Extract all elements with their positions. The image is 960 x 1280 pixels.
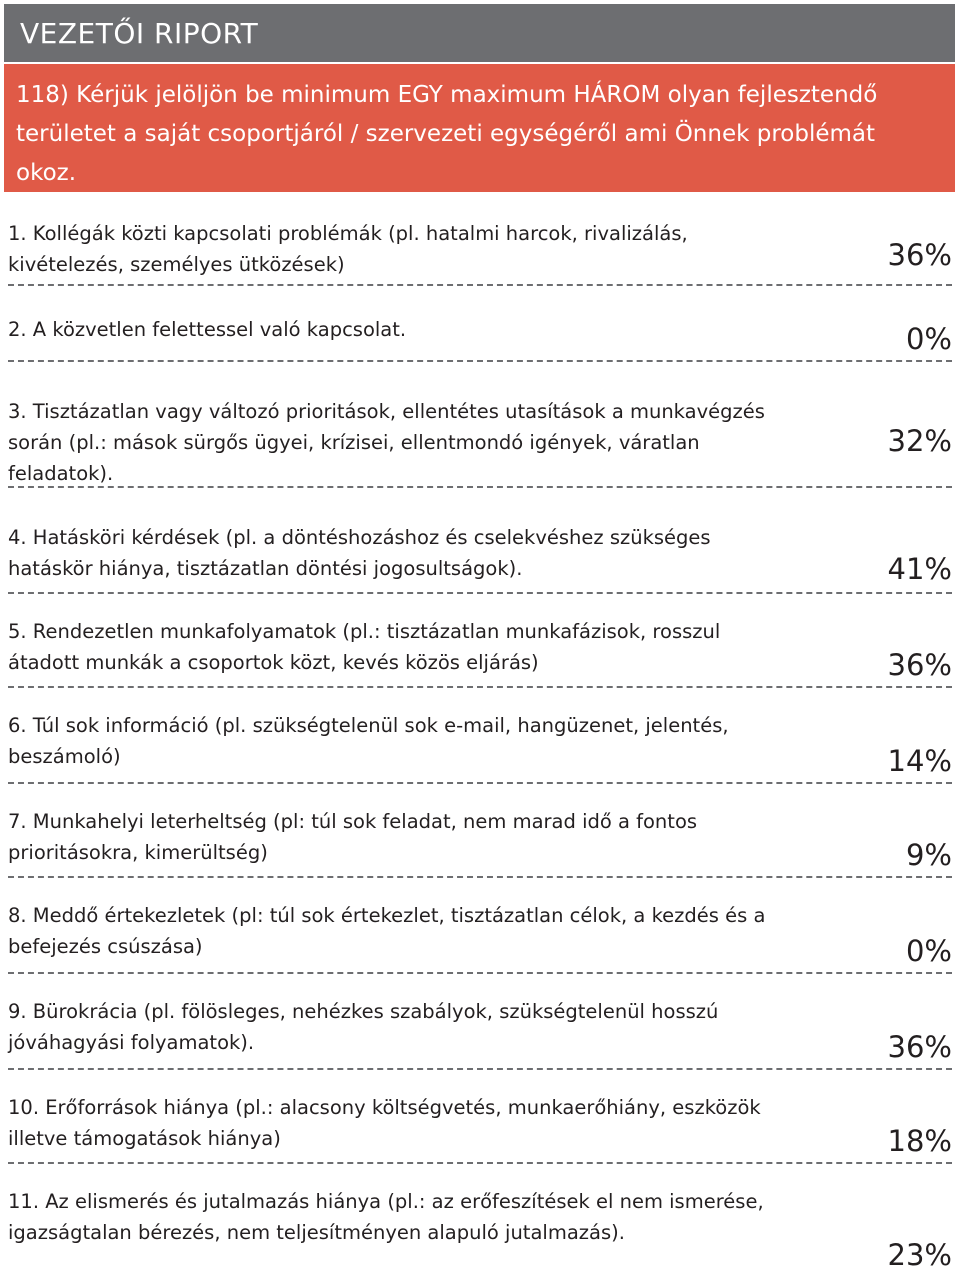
- answer-item-3: 3. Tisztázatlan vagy változó prioritások…: [8, 362, 952, 488]
- answer-percent: 41%: [887, 552, 952, 586]
- answer-percent: 36%: [887, 648, 952, 682]
- question-box: 118) Kérjük jelöljön be minimum EGY maxi…: [4, 64, 955, 192]
- answer-item-5: 5. Rendezetlen munkafolyamatok (pl.: tis…: [8, 594, 952, 688]
- answer-text: 6. Túl sok információ (pl. szükségtelenü…: [8, 714, 729, 768]
- answer-item-11: 11. Az elismerés és jutalmazás hiánya (p…: [8, 1164, 952, 1280]
- answer-percent: 36%: [887, 238, 952, 272]
- answer-percent: 9%: [905, 838, 952, 872]
- answer-item-2: 2. A közvetlen felettessel való kapcsola…: [8, 286, 952, 362]
- answer-text: 4. Hatásköri kérdések (pl. a döntéshozás…: [8, 526, 711, 580]
- answer-text: 9. Bürokrácia (pl. fölösleges, nehézkes …: [8, 1000, 719, 1054]
- answer-item-6: 6. Túl sok információ (pl. szükségtelenü…: [8, 688, 952, 784]
- answer-percent: 14%: [887, 744, 952, 778]
- answer-text: 8. Meddő értekezletek (pl: túl sok értek…: [8, 904, 766, 958]
- answer-item-7: 7. Munkahelyi leterheltség (pl: túl sok …: [8, 784, 952, 878]
- answer-percent: 0%: [905, 934, 952, 968]
- answer-percent: 23%: [887, 1238, 952, 1272]
- answer-percent: 0%: [905, 322, 952, 356]
- answer-list: 1. Kollégák közti kapcsolati problémák (…: [8, 218, 952, 1280]
- report-title: VEZETŐI RIPORT: [20, 16, 259, 50]
- answer-percent: 36%: [887, 1030, 952, 1064]
- answer-item-1: 1. Kollégák közti kapcsolati problémák (…: [8, 218, 952, 286]
- answer-text: 7. Munkahelyi leterheltség (pl: túl sok …: [8, 810, 698, 864]
- answer-text: 10. Erőforrások hiánya (pl.: alacsony kö…: [8, 1096, 761, 1150]
- answer-text: 3. Tisztázatlan vagy változó prioritások…: [8, 400, 765, 485]
- answer-item-10: 10. Erőforrások hiánya (pl.: alacsony kö…: [8, 1070, 952, 1164]
- answer-text: 1. Kollégák közti kapcsolati problémák (…: [8, 222, 688, 276]
- answer-item-4: 4. Hatásköri kérdések (pl. a döntéshozás…: [8, 488, 952, 594]
- answer-text: 5. Rendezetlen munkafolyamatok (pl.: tis…: [8, 620, 721, 674]
- report-header: VEZETŐI RIPORT: [4, 4, 955, 62]
- answer-item-9: 9. Bürokrácia (pl. fölösleges, nehézkes …: [8, 974, 952, 1070]
- answer-text: 11. Az elismerés és jutalmazás hiánya (p…: [8, 1190, 764, 1244]
- answer-item-8: 8. Meddő értekezletek (pl: túl sok értek…: [8, 878, 952, 974]
- answer-text: 2. A közvetlen felettessel való kapcsola…: [8, 318, 407, 341]
- answer-percent: 32%: [887, 424, 952, 458]
- answer-percent: 18%: [887, 1124, 952, 1158]
- question-text: 118) Kérjük jelöljön be minimum EGY maxi…: [16, 82, 878, 186]
